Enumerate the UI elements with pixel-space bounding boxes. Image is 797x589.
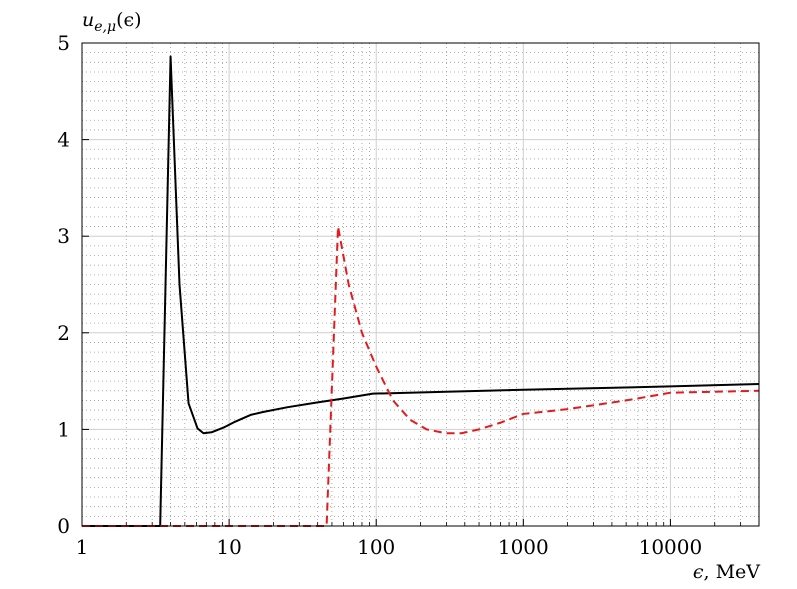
y-axis-title: ue,μ(ϵ)	[82, 9, 142, 35]
minor-grid	[82, 43, 759, 526]
x-tick-label: 10	[216, 535, 241, 559]
y-tick-label: 5	[57, 31, 70, 55]
series-layer	[82, 55, 760, 527]
solid-black-series-line	[82, 55, 760, 527]
y-tick-label: 1	[57, 417, 70, 441]
y-tick-label: 0	[57, 514, 70, 538]
major-grid	[82, 43, 759, 526]
y-tick-label: 2	[57, 321, 70, 345]
x-tick-label: 1	[76, 535, 89, 559]
x-axis-title: ϵ, MeV	[693, 561, 760, 583]
ticks-layer	[81, 42, 742, 527]
y-tick-label: 3	[57, 224, 70, 248]
y-tick-label: 4	[57, 128, 70, 152]
x-tick-label: 100	[357, 535, 395, 559]
x-tick-label: 1000	[498, 535, 549, 559]
x-tick-label: 10000	[639, 535, 703, 559]
dashed-red-series-line	[82, 225, 760, 527]
